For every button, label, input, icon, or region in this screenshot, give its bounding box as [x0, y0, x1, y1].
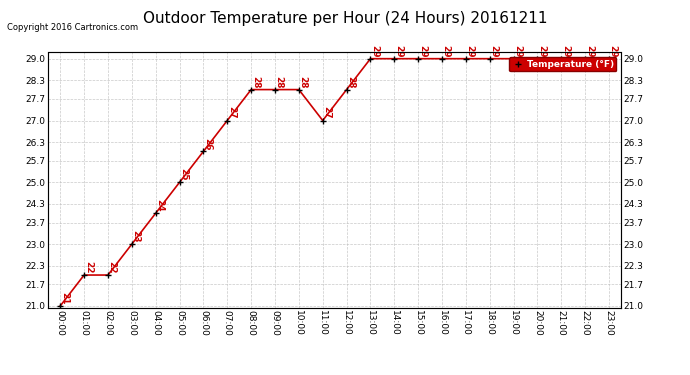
Text: 29: 29 — [609, 45, 618, 57]
Text: 24: 24 — [155, 199, 164, 212]
Text: 28: 28 — [275, 76, 284, 88]
Text: 22: 22 — [83, 261, 92, 274]
Legend: Temperature (°F): Temperature (°F) — [509, 57, 616, 71]
Text: 28: 28 — [250, 76, 260, 88]
Text: 27: 27 — [227, 106, 236, 119]
Text: Copyright 2016 Cartronics.com: Copyright 2016 Cartronics.com — [7, 22, 138, 32]
Text: 21: 21 — [60, 292, 69, 304]
Text: 29: 29 — [585, 45, 594, 57]
Text: 26: 26 — [203, 138, 212, 150]
Text: 28: 28 — [299, 76, 308, 88]
Text: 29: 29 — [561, 45, 570, 57]
Text: 29: 29 — [489, 45, 498, 57]
Text: 27: 27 — [322, 106, 331, 119]
Text: 29: 29 — [370, 45, 379, 57]
Text: 29: 29 — [442, 45, 451, 57]
Text: 25: 25 — [179, 168, 188, 181]
Text: 22: 22 — [108, 261, 117, 274]
Text: Outdoor Temperature per Hour (24 Hours) 20161211: Outdoor Temperature per Hour (24 Hours) … — [143, 11, 547, 26]
Text: 23: 23 — [132, 230, 141, 243]
Text: 29: 29 — [394, 45, 403, 57]
Text: 29: 29 — [537, 45, 546, 57]
Text: 29: 29 — [513, 45, 522, 57]
Text: 29: 29 — [418, 45, 427, 57]
Text: 28: 28 — [346, 76, 355, 88]
Text: 29: 29 — [466, 45, 475, 57]
